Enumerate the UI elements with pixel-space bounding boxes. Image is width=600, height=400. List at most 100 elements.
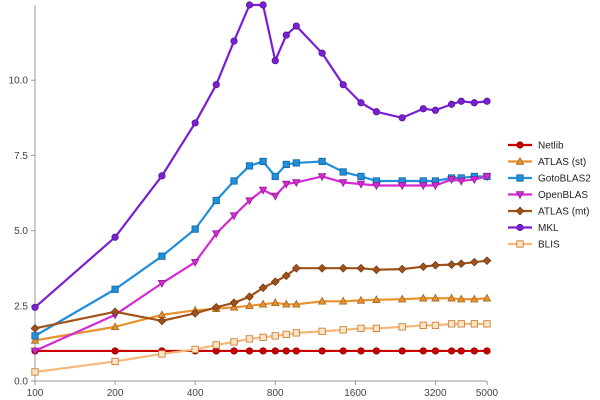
data-point	[419, 321, 427, 330]
data-point	[281, 180, 291, 189]
data-point	[372, 324, 381, 333]
legend-label: ATLAS (st)	[538, 157, 586, 168]
data-point	[271, 347, 279, 355]
data-point	[211, 302, 221, 312]
legend-item: BLIS	[508, 240, 560, 251]
data-point	[431, 106, 440, 114]
data-point	[357, 99, 365, 107]
data-point	[338, 296, 348, 305]
data-point	[470, 176, 479, 185]
data-point	[259, 1, 267, 9]
data-point	[318, 49, 326, 57]
series-line	[34, 160, 487, 337]
series-line	[34, 322, 487, 374]
data-point	[469, 257, 479, 267]
data-point	[230, 37, 238, 45]
legend-item: MKL	[508, 223, 559, 234]
y-tick-label: 2.5	[14, 301, 28, 312]
data-point	[457, 347, 465, 355]
data-point	[317, 296, 327, 305]
data-point	[271, 172, 279, 181]
data-point	[356, 263, 366, 273]
data-point	[483, 97, 491, 105]
legend-label: OpenBLAS	[538, 190, 588, 201]
data-point	[190, 308, 200, 318]
data-point	[229, 298, 239, 308]
x-tick-label: 5000	[476, 388, 499, 399]
data-point	[292, 347, 300, 355]
data-point	[292, 329, 300, 337]
data-point	[397, 264, 407, 274]
data-point	[110, 307, 120, 317]
y-tick-label: 5.0	[14, 226, 28, 237]
data-point	[111, 347, 119, 355]
x-tick-label: 400	[187, 388, 204, 399]
data-point	[230, 338, 238, 346]
data-point	[431, 182, 440, 191]
data-point	[418, 262, 428, 272]
data-point	[431, 260, 440, 270]
data-point	[157, 316, 167, 326]
data-point	[31, 332, 39, 340]
data-point	[457, 97, 465, 105]
series-layer	[30, 1, 492, 376]
legend-label: BLIS	[538, 240, 560, 251]
legend-label: GotoBLAS2	[538, 174, 591, 185]
legend-marker	[516, 240, 524, 248]
data-point	[482, 293, 492, 302]
data-point	[211, 230, 221, 239]
data-point	[190, 258, 200, 267]
legend-item: GotoBLAS2	[508, 174, 591, 185]
data-point	[245, 301, 254, 310]
x-tick-label: 100	[27, 388, 44, 399]
data-point	[357, 347, 365, 355]
data-point	[31, 368, 39, 376]
data-point	[259, 347, 267, 355]
data-point	[357, 172, 365, 181]
y-tick-label: 0.0	[14, 377, 28, 388]
data-point	[372, 108, 381, 116]
data-point	[111, 285, 119, 293]
data-point	[470, 99, 478, 107]
data-point	[158, 172, 166, 180]
data-point	[419, 105, 427, 113]
data-point	[372, 265, 381, 275]
legend-label: Netlib	[538, 141, 564, 152]
data-point	[397, 294, 407, 303]
data-point	[258, 186, 268, 195]
data-point	[292, 179, 301, 188]
y-tick-label: 10.0	[9, 76, 29, 87]
legend-item: Netlib	[508, 141, 564, 152]
series-atlas-mt	[30, 256, 492, 333]
legend-item: ATLAS (mt)	[508, 207, 589, 218]
series-openblas	[30, 173, 492, 356]
y-tick-label: 7.5	[14, 151, 28, 162]
data-point	[470, 320, 478, 328]
data-point	[398, 114, 406, 122]
data-point	[292, 159, 300, 167]
data-point	[229, 212, 239, 221]
data-point	[338, 179, 348, 188]
legend-item: ATLAS (st)	[508, 156, 586, 168]
data-point	[398, 347, 406, 355]
data-point	[245, 1, 254, 9]
data-point	[291, 263, 301, 273]
data-point	[447, 293, 456, 302]
data-point	[111, 357, 119, 366]
data-point	[31, 303, 39, 311]
data-point	[282, 160, 290, 169]
data-point	[292, 299, 301, 308]
data-point	[483, 320, 491, 328]
data-point	[212, 81, 220, 89]
data-point	[271, 57, 279, 65]
legend-label: ATLAS (mt)	[538, 207, 589, 218]
data-point	[245, 292, 254, 302]
legend-marker	[515, 191, 525, 200]
data-point	[258, 283, 268, 293]
data-point	[30, 347, 40, 356]
series-line	[34, 259, 488, 330]
data-point	[270, 277, 280, 287]
data-point	[318, 157, 326, 166]
data-point	[212, 196, 220, 205]
